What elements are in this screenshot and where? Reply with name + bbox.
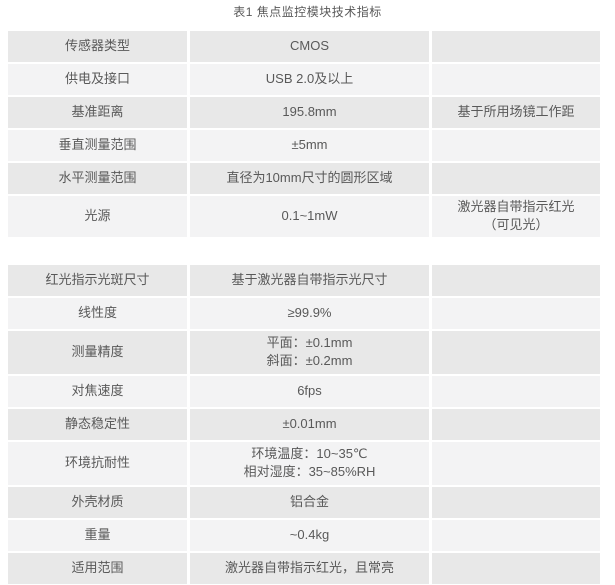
spec-note-cell [432,130,600,161]
spec-note-cell [432,552,600,584]
spec-note-cell [432,163,600,194]
spec-value-cell: ~0.4kg [190,519,429,551]
table-row: 静态稳定性 ±0.01mm [8,408,600,440]
spec-value-cell: 0.1~1mW [190,196,429,237]
spec-name-cell: 对焦速度 [8,375,187,407]
table-row: 外壳材质 铝合金 [8,486,600,518]
spec-note-cell [432,330,600,374]
spec-note-cell [432,486,600,518]
spec-note-cell: 激光器自带指示红光 （可见光） [432,196,600,237]
spec-note-cell [432,519,600,551]
spec-name-cell: 适用范围 [8,552,187,584]
spec-value-cell: 激光器自带指示红光，且常亮 [190,552,429,584]
spec-table-bottom: 红光指示光斑尺寸 基于激光器自带指示光尺寸 线性度 ≥99.9% 测量精度 平面… [8,264,600,584]
spec-name-cell: 环境抗耐性 [8,441,187,485]
table-row: 对焦速度 6fps [8,375,600,407]
table-row: 基准距离 195.8mm 基于所用场镜工作距 [8,97,600,128]
spec-value-cell: 195.8mm [190,97,429,128]
spec-note-cell: 基于所用场镜工作距 [432,97,600,128]
spec-name-cell: 光源 [8,196,187,237]
spec-name-cell: 测量精度 [8,330,187,374]
spec-note-cell [432,441,600,485]
table-row: 供电及接口 USB 2.0及以上 [8,64,600,95]
spec-name-cell: 红光指示光斑尺寸 [8,264,187,296]
spec-note-cell [432,408,600,440]
spec-note-cell [432,375,600,407]
table-caption: 表1 焦点监控模块技术指标 [233,5,382,19]
spec-value-cell: ≥99.9% [190,297,429,329]
table-row: 重量 ~0.4kg [8,519,600,551]
spec-value-cell: 直径为10mm尺寸的圆形区域 [190,163,429,194]
spec-name-cell: 传感器类型 [8,31,187,62]
table-row: 适用范围 激光器自带指示红光，且常亮 [8,552,600,584]
spec-value-cell: 铝合金 [190,486,429,518]
spec-note-cell [432,64,600,95]
spec-note-cell [432,264,600,296]
spec-note-cell [432,297,600,329]
spec-value-cell: 平面：±0.1mm 斜面：±0.2mm [190,330,429,374]
table-row: 线性度 ≥99.9% [8,297,600,329]
spec-name-cell: 外壳材质 [8,486,187,518]
spec-name-cell: 重量 [8,519,187,551]
spec-value-cell: ±0.01mm [190,408,429,440]
spec-table-top: 传感器类型 CMOS 供电及接口 USB 2.0及以上 基准距离 195.8mm… [8,31,600,237]
spec-value-cell: 基于激光器自带指示光尺寸 [190,264,429,296]
spec-name-cell: 垂直测量范围 [8,130,187,161]
spec-value-cell: 6fps [190,375,429,407]
spec-name-cell: 静态稳定性 [8,408,187,440]
spec-note-cell [432,31,600,62]
spec-value-cell: ±5mm [190,130,429,161]
spec-name-cell: 供电及接口 [8,64,187,95]
table-row: 水平测量范围 直径为10mm尺寸的圆形区域 [8,163,600,194]
spec-name-cell: 线性度 [8,297,187,329]
spec-value-cell: USB 2.0及以上 [190,64,429,95]
table-row: 传感器类型 CMOS [8,31,600,62]
spec-value-cell: CMOS [190,31,429,62]
table-row: 测量精度 平面：±0.1mm 斜面：±0.2mm [8,330,600,374]
table-row: 红光指示光斑尺寸 基于激光器自带指示光尺寸 [8,264,600,296]
table-row: 光源 0.1~1mW 激光器自带指示红光 （可见光） [8,196,600,237]
spec-name-cell: 水平测量范围 [8,163,187,194]
table-row: 垂直测量范围 ±5mm [8,130,600,161]
table-row: 环境抗耐性 环境温度：10~35℃ 相对湿度：35~85%RH [8,441,600,485]
spec-name-cell: 基准距离 [8,97,187,128]
spec-value-cell: 环境温度：10~35℃ 相对湿度：35~85%RH [190,441,429,485]
